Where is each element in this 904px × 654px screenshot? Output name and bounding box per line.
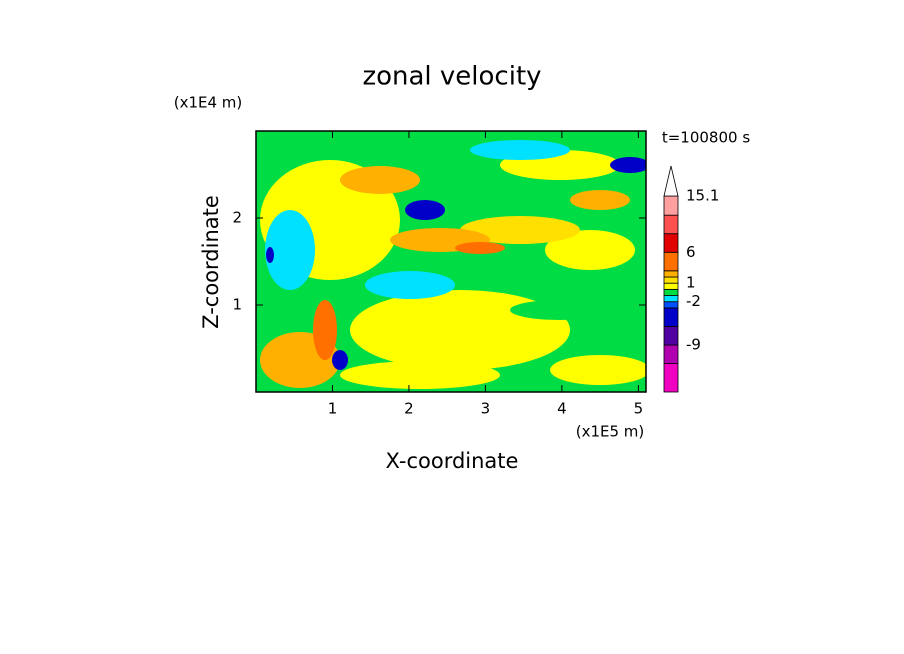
- colorbar-box: [663, 214, 679, 235]
- x-tick-label: 2: [404, 400, 414, 418]
- colorbar-box: [663, 326, 679, 346]
- x-unit: (x1E5 m): [576, 423, 645, 441]
- colorbar-tick-label: 1: [686, 274, 696, 292]
- colorbar-tick-label: -2: [686, 292, 701, 310]
- colorbar-box: [663, 301, 679, 309]
- contour-field: [256, 131, 646, 392]
- colorbar-tick-label: 15.1: [686, 187, 719, 205]
- x-tick-label: 5: [634, 400, 644, 418]
- colorbar-box: [663, 363, 679, 393]
- chart-title: zonal velocity: [362, 62, 541, 92]
- colorbar-extension: [663, 165, 679, 197]
- y-unit: (x1E4 m): [174, 94, 243, 112]
- colorbar-box: [663, 307, 679, 327]
- colorbar-box: [663, 288, 679, 296]
- colorbar-box: [663, 251, 679, 272]
- colorbar-box: [663, 276, 679, 284]
- colorbar-box: [663, 295, 679, 303]
- x-axis-label: X-coordinate: [386, 449, 519, 473]
- y-tick-label: 1: [232, 296, 242, 314]
- colorbar-tick-label: 6: [686, 243, 696, 261]
- y-tick-label: 2: [232, 209, 242, 227]
- colorbar-box: [663, 195, 679, 216]
- colorbar-box: [663, 282, 679, 290]
- colorbar-box: [663, 344, 679, 364]
- annotation: t=100800 s: [662, 129, 750, 147]
- plot-frame: [255, 130, 647, 393]
- x-tick-label: 1: [328, 400, 338, 418]
- colorbar-box: [663, 270, 679, 278]
- x-tick-label: 4: [557, 400, 567, 418]
- colorbar-box: [663, 233, 679, 253]
- y-axis-label: Z-coordinate: [199, 195, 223, 329]
- x-tick-label: 3: [481, 400, 491, 418]
- colorbar-tick-label: -9: [686, 336, 701, 354]
